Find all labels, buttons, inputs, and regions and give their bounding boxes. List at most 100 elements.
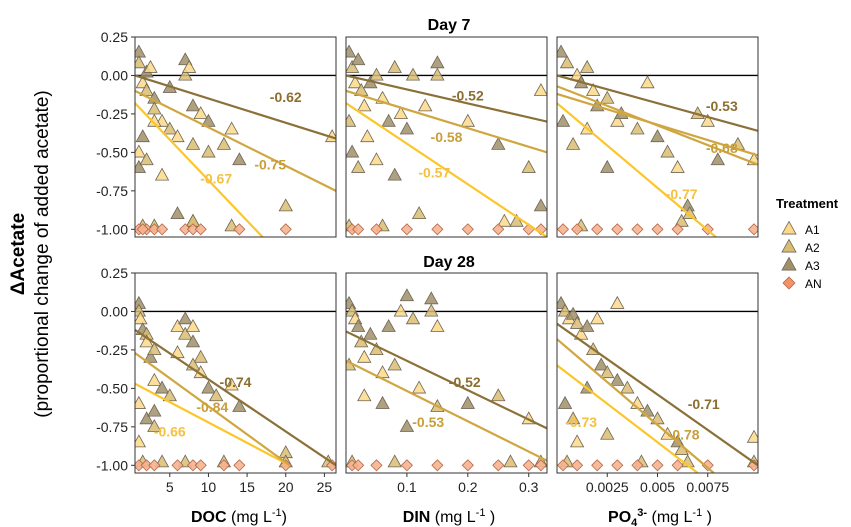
data-point-triangle (201, 144, 216, 158)
strip-title-day-7: Day 7 (428, 17, 471, 34)
data-point-triangle (579, 319, 595, 332)
regression-line-a1 (557, 364, 699, 473)
data-point-triangle (640, 75, 655, 89)
data-point-triangle (533, 198, 547, 212)
data-point-triangle (135, 144, 147, 158)
data-point-triangle (405, 311, 421, 325)
data-point-diamond (571, 223, 584, 236)
data-point-diamond (631, 459, 644, 472)
data-point-diamond (557, 223, 570, 236)
data-point-diamond (492, 459, 505, 472)
regression-line-a1 (135, 102, 264, 237)
panel-background-0-0 (135, 37, 336, 237)
x-axis-title-din-text: DIN (mg L-1 ) (403, 507, 495, 526)
regression-line-a2 (135, 89, 336, 192)
data-point-triangle (346, 144, 360, 158)
data-point-triangle (347, 75, 363, 89)
x-axis-doc-unit-sup: -1 (272, 507, 282, 519)
data-point-triangle (162, 121, 177, 135)
panel-marks-1-1: -0.53 -0.52 (346, 288, 547, 472)
data-point-triangle (557, 113, 571, 127)
correlation-label-a3: -0.52 (452, 87, 484, 103)
x-axis-doc-end: ) (282, 509, 287, 526)
x-tick-label: 0.3 (519, 479, 539, 495)
data-point-triangle (430, 319, 445, 332)
legend-diamond-icon (782, 276, 796, 290)
panel-background-1-0 (135, 273, 336, 473)
data-point-diamond (431, 223, 444, 236)
x-axis-din-unit: (mg L (430, 509, 475, 526)
data-point-diamond (631, 223, 644, 236)
panel-background-1-2 (557, 273, 758, 473)
legend-item-a1: A1 (781, 220, 820, 237)
y-tick-label: -1.00 (96, 457, 128, 473)
data-point-triangle (154, 167, 170, 181)
data-point-triangle (193, 349, 208, 363)
data-point-diamond (155, 223, 169, 236)
x-axis-po4-unit: (mg L (647, 509, 692, 526)
data-point-triangle (154, 380, 170, 394)
y-tick-label: 0.00 (101, 303, 128, 319)
data-point-diamond (217, 459, 230, 472)
x-axis-po4-sub: 4 (631, 517, 638, 527)
data-point-triangle (620, 380, 635, 394)
data-point-triangle (185, 136, 201, 150)
data-point-diamond (194, 459, 207, 472)
data-point-diamond (352, 223, 365, 236)
data-point-triangle (670, 159, 685, 173)
panel-1-0: -0.66 -0.84 -0.74 0.25 0.00 -0.25 -0.50 -0.75 -1… (96, 265, 337, 495)
data-point-triangle (650, 129, 665, 143)
data-point-triangle (630, 121, 645, 135)
x-tick-label: 0.0025 (586, 479, 629, 495)
legend-item-a2: A2 (781, 238, 820, 255)
data-point-diamond (171, 459, 184, 472)
data-point-triangle (224, 121, 239, 135)
x-axis-title-doc: DOC (mg L-1) (191, 507, 287, 526)
legend-item-label: A2 (805, 241, 820, 255)
x-axis-din-name: DIN (403, 509, 431, 526)
data-point-triangle (369, 67, 384, 81)
regression-line-a3 (346, 330, 547, 430)
data-point-triangle (424, 303, 439, 317)
data-point-triangle (232, 399, 247, 412)
regression-line-a3 (135, 329, 336, 467)
y-tick-label: -0.75 (96, 419, 128, 435)
correlation-label-a1: -0.73 (565, 414, 597, 430)
y-tick-label: -1.00 (96, 221, 128, 237)
panel-marks-0-1: -0.57 -0.58 -0.52 (346, 44, 547, 237)
correlation-label-a1: -0.66 (154, 423, 186, 439)
data-point-triangle (565, 306, 581, 320)
panel-border-1-1 (345, 272, 548, 474)
data-point-diamond (651, 223, 664, 236)
correlation-label-a1: -0.67 (200, 171, 232, 187)
panel-marks-0-0: -0.67 -0.75 -0.62 (135, 44, 336, 237)
data-point-triangle (557, 395, 573, 409)
data-point-triangle (387, 167, 402, 181)
x-tick-label: 20 (278, 479, 294, 495)
y-tick-label: 0.00 (101, 67, 128, 83)
x-tick-label: 15 (239, 479, 255, 495)
correlation-label-a2: -0.78 (668, 427, 700, 443)
data-point-diamond (136, 223, 149, 236)
panel-border-0-2 (556, 36, 759, 238)
data-point-triangle (521, 159, 536, 173)
regression-line-a1 (135, 382, 291, 467)
data-point-triangle (569, 315, 585, 329)
data-point-diamond (571, 459, 584, 472)
data-point-triangle (178, 311, 193, 325)
x-tick-label: 5 (166, 479, 174, 495)
correlation-label-a1: -0.57 (418, 164, 450, 180)
y-tick-label: 0.25 (101, 265, 128, 281)
data-point-triangle (147, 403, 162, 417)
y-axis-title: ΔAcetate (proportional change of added a… (8, 90, 53, 417)
data-point-triangle (357, 98, 372, 112)
data-point-triangle (181, 59, 197, 73)
data-point-triangle (139, 411, 154, 425)
regression-line-a1 (557, 102, 717, 237)
data-point-triangle (162, 388, 177, 402)
data-point-triangle (660, 144, 675, 158)
data-point-triangle (586, 83, 601, 96)
legend-title: Treatment (776, 196, 839, 211)
data-point-triangle (147, 342, 162, 356)
